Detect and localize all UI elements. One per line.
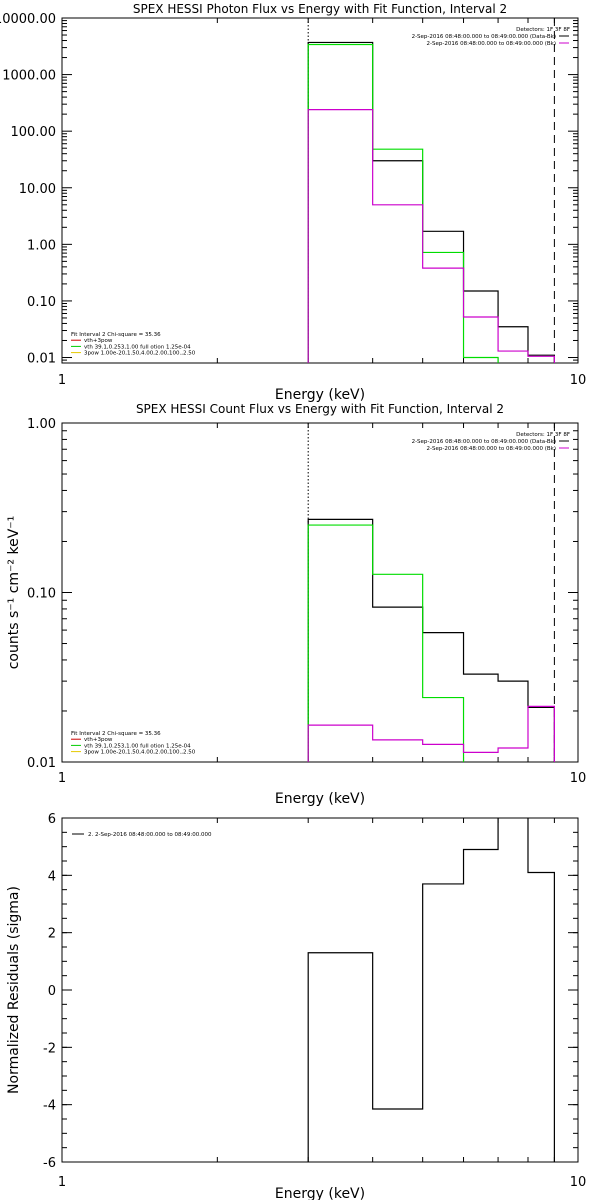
y-tick-label: 0.01 [27,756,56,771]
x-tick-label: 10 [570,1175,587,1190]
y-tick-label: 100.00 [11,125,57,140]
x-tick-label: 10 [570,373,587,388]
y-tick-label: 6 [48,812,56,827]
series-line-fit-1 [307,524,555,762]
series-line-data-bk [307,41,555,363]
series-line-bk [307,109,555,363]
legend-entry: vth+3pow [84,737,113,743]
series-line-bk [307,705,555,762]
y-axis-label: Normalized Residuals (sigma) [6,886,22,1094]
plot-frame [61,17,579,364]
x-axis-label: Energy (keV) [275,387,365,403]
x-tick-label: 1 [58,771,66,786]
series-line-fit-1 [307,43,555,363]
y-tick-label: -2 [43,1041,56,1056]
y-tick-label: 2 [48,927,56,942]
plot-area [307,818,555,1162]
legend-title: Fit Interval 2 Chi-square = 35.36 [71,731,161,737]
header-entry: 2-Sep-2016 08:48:00.000 to 08:49:00.000 … [427,446,557,452]
detectors-label: Detectors: 1F 3F 8F [516,27,570,33]
y-tick-label: 10.00 [19,182,56,197]
x-axis-label: Energy (keV) [275,1186,365,1200]
y-tick-label: -6 [43,1156,56,1171]
y-tick-label: 1.00 [27,417,56,432]
legend-entry: 3pow 1.00e-20,1.50,4.00,2.00,100.,2.50 [84,351,196,357]
y-axis-label: counts s⁻¹ cm⁻² keV⁻¹ [6,516,22,670]
y-tick-label: -4 [43,1099,56,1114]
legend-entry: vth 39.1,0.253,1.00 full otion 1.25e-04 [84,344,191,350]
y-tick-label: 1000.00 [2,69,56,84]
y-tick-label: 0.10 [27,587,56,602]
y-tick-label: 0.10 [27,295,56,310]
x-tick-label: 10 [570,771,587,786]
legend-entry: vth+3pow [84,338,113,344]
y-tick-label: 1.00 [27,238,56,253]
chart-panel-3: 1 10 -6 -4 -2 0 2 4 6 Energy (keV) Normalized Resi… [6,812,586,1200]
x-tick-label: 1 [58,1175,66,1190]
y-tick-label: 0.01 [27,352,56,367]
header-entry: 2-Sep-2016 08:48:00.000 to 08:49:00.000 … [412,34,556,40]
legend-entry: 3pow 1.00e-20,1.50,4.00,2.00,100.,2.50 [84,750,196,756]
plot-area [307,41,555,363]
plot-area [307,518,555,762]
chart-panel-2: SPEX HESSI Count Flux vs Energy with Fit… [6,402,586,807]
header-entry: 2-Sep-2016 08:48:00.000 to 08:49:00.000 … [427,41,557,47]
plot-frame [61,422,579,763]
plot-frame [61,817,579,1163]
legend-entry: 2. 2-Sep-2016 08:48:00.000 to 08:49:00.0… [88,832,212,838]
chart-title: SPEX HESSI Photon Flux vs Energy with Fi… [133,2,507,16]
legend-entry: vth 39.1,0.253,1.00 full otion 1.25e-04 [84,743,191,749]
legend-title: Fit Interval 2 Chi-square = 35.36 [71,332,161,338]
header-entry: 2-Sep-2016 08:48:00.000 to 08:49:00.000 … [412,439,556,445]
y-tick-label: 0 [48,984,56,999]
series-line-fit-0 [307,818,555,1162]
y-tick-label: 4 [48,869,56,884]
x-axis-label: Energy (keV) [275,791,365,807]
y-tick-label: 10000.00 [0,12,56,27]
detectors-label: Detectors: 1F 3F 8F [516,432,570,438]
chart-title: SPEX HESSI Count Flux vs Energy with Fit… [136,402,504,416]
chart-panel-1: SPEX HESSI Photon Flux vs Energy with Fi… [0,2,587,403]
x-tick-label: 1 [58,373,66,388]
